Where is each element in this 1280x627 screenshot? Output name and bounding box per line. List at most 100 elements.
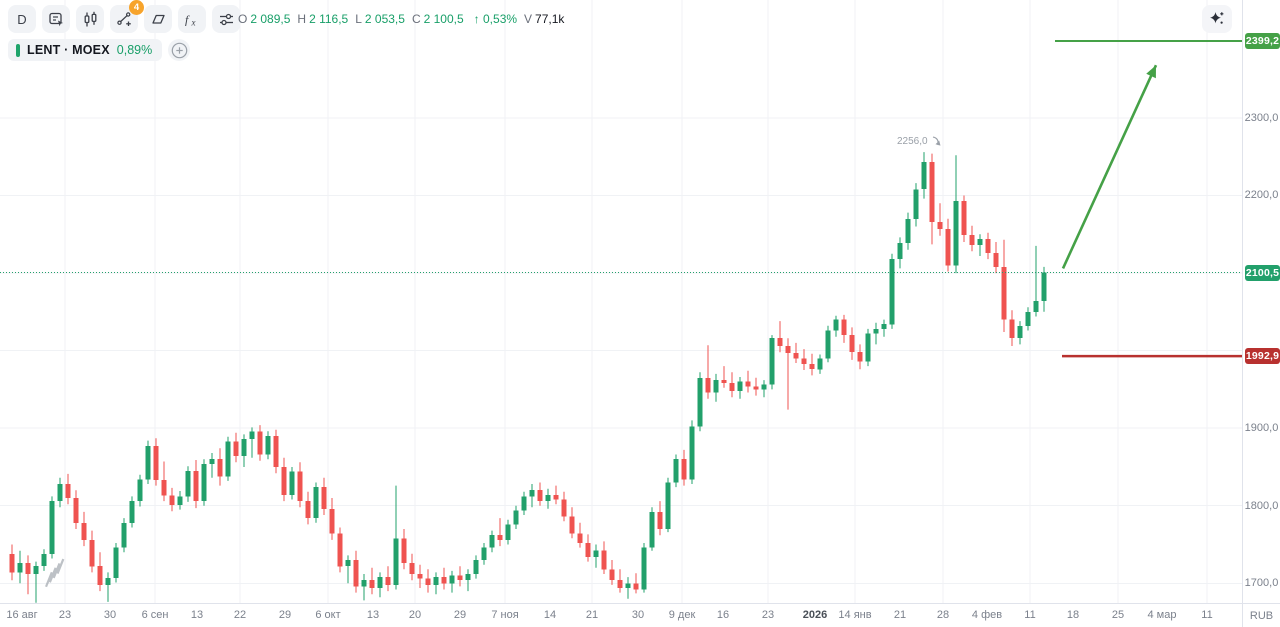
- time-tick-label[interactable]: 2026: [802, 609, 828, 621]
- candle-body: [969, 235, 975, 246]
- interval-button[interactable]: D: [8, 5, 36, 33]
- shape-tool-button[interactable]: [144, 5, 172, 33]
- add-symbol-button[interactable]: [168, 39, 191, 61]
- time-tick-label[interactable]: 18: [1066, 609, 1080, 621]
- volume-value: 77,1k: [535, 12, 565, 26]
- candle-style-button[interactable]: [76, 5, 104, 33]
- time-tick-label[interactable]: 16 авг: [6, 609, 38, 621]
- candle-body: [137, 479, 143, 502]
- candle-body: [281, 467, 287, 495]
- price-axis[interactable]: 2300,0 2200,0 1900,0 1800,0 1700,0 2399,2 2100…: [1242, 0, 1280, 603]
- ai-assistant-button[interactable]: [1202, 5, 1232, 33]
- candle-body: [73, 498, 79, 523]
- time-tick-label[interactable]: 7 ноя: [491, 609, 519, 621]
- time-tick-label[interactable]: 23: [761, 609, 775, 621]
- candle-body: [1001, 266, 1007, 320]
- candle-body: [345, 560, 351, 567]
- drawings-count-badge: 4: [129, 0, 144, 15]
- candle-body: [673, 459, 679, 483]
- candle-body: [401, 538, 407, 564]
- candle-body: [297, 471, 303, 502]
- time-tick-label[interactable]: 4 фев: [971, 609, 1003, 621]
- current-price-badge[interactable]: 2100,5: [1245, 265, 1280, 281]
- settings-button[interactable]: [212, 5, 240, 33]
- time-tick-label[interactable]: 29: [278, 609, 292, 621]
- time-tick-label[interactable]: 14 янв: [838, 609, 872, 621]
- candle-body: [305, 501, 311, 519]
- time-tick-label[interactable]: 29: [453, 609, 467, 621]
- candle-body: [513, 510, 519, 525]
- target-price-badge[interactable]: 2399,2: [1245, 33, 1280, 49]
- candle-body: [425, 578, 431, 585]
- drawing-tools-button[interactable]: 4: [110, 0, 144, 33]
- symbol-color-bar: [16, 43, 20, 57]
- stop-price-badge[interactable]: 1992,9: [1245, 348, 1280, 364]
- chart-toolbar: D: [8, 0, 240, 33]
- time-tick-label[interactable]: 30: [631, 609, 645, 621]
- time-tick-label[interactable]: 11: [1201, 609, 1213, 621]
- candle-body: [353, 560, 359, 587]
- indicators-button[interactable]: f x: [178, 5, 206, 33]
- candle-body: [529, 490, 535, 497]
- candle-body: [25, 563, 31, 574]
- candle-body: [233, 441, 239, 457]
- time-tick-label[interactable]: 21: [893, 609, 907, 621]
- time-tick-label[interactable]: 6 окт: [315, 609, 341, 621]
- price-tick-label: 1800,0: [1244, 500, 1279, 512]
- candle-body: [545, 494, 551, 502]
- candle-body: [1025, 311, 1031, 326]
- candle-body: [601, 550, 607, 570]
- time-tick-label[interactable]: 11: [1024, 609, 1036, 621]
- time-tick-label[interactable]: 13: [366, 609, 380, 621]
- price-tick-label: 2200,0: [1244, 189, 1279, 201]
- up-arrow-line[interactable]: [1061, 64, 1158, 269]
- candle-body: [1041, 272, 1047, 301]
- time-tick-label[interactable]: 25: [1111, 609, 1125, 621]
- candle-body: [737, 381, 743, 391]
- candle-body: [689, 426, 695, 480]
- high-value: 2 116,5: [309, 12, 349, 26]
- candle-body: [945, 228, 951, 266]
- candle-body: [913, 189, 919, 219]
- candle-body: [41, 553, 47, 567]
- time-tick-label[interactable]: 14: [543, 609, 557, 621]
- change-percent: ↑ 0,53%: [473, 12, 518, 26]
- candle-body: [1033, 301, 1039, 312]
- time-tick-label[interactable]: 23: [58, 609, 72, 621]
- candle-body: [753, 386, 759, 390]
- notes-pointer-button[interactable]: [42, 5, 70, 33]
- notes-pointer-icon: [48, 12, 63, 26]
- time-tick-label[interactable]: 30: [103, 609, 117, 621]
- time-tick-label[interactable]: 21: [585, 609, 599, 621]
- candle-body: [417, 574, 423, 579]
- candle-body: [17, 563, 23, 573]
- candle-body: [1017, 325, 1023, 339]
- fx-icon: f x: [185, 12, 196, 27]
- candlestick-chart[interactable]: 2256,0: [0, 0, 1242, 603]
- candle-body: [881, 324, 887, 329]
- time-tick-label[interactable]: 13: [190, 609, 204, 621]
- time-tick-label[interactable]: 9 дек: [668, 609, 696, 621]
- low-value: 2 053,5: [364, 12, 405, 26]
- candle-body: [457, 575, 463, 581]
- time-tick-label[interactable]: 28: [936, 609, 950, 621]
- time-tick-label[interactable]: 6 сен: [141, 609, 169, 621]
- symbol-pill[interactable]: LENT · MOEX 0,89%: [8, 39, 163, 61]
- time-axis[interactable]: 16 авг 23 30 6 сен 13 22 29 6 окт 13 20 29 7 ноя 14 2…: [0, 603, 1242, 627]
- candle-body: [329, 508, 335, 534]
- time-tick-label[interactable]: 4 мар: [1147, 609, 1177, 621]
- candle-body: [169, 495, 175, 505]
- candle-body: [257, 431, 263, 455]
- candle-body: [313, 487, 319, 519]
- candle-body: [449, 575, 455, 584]
- candle-body: [505, 524, 511, 540]
- candle-body: [409, 563, 415, 574]
- candle-body: [537, 490, 543, 502]
- time-tick-label[interactable]: 16: [716, 609, 730, 621]
- candle-body: [665, 482, 671, 529]
- candle-body: [897, 242, 903, 260]
- time-tick-label[interactable]: 20: [408, 609, 422, 621]
- time-tick-label[interactable]: 22: [233, 609, 247, 621]
- candle-body: [153, 446, 159, 481]
- candle-body: [393, 538, 399, 585]
